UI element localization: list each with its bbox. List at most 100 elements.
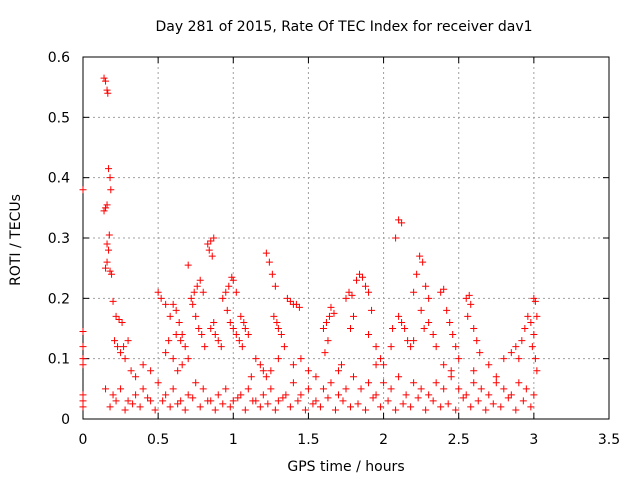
data-point (286, 403, 294, 411)
data-point (485, 391, 493, 399)
data-point (192, 312, 200, 320)
data-point (169, 355, 177, 363)
data-point (515, 355, 523, 363)
y-tick-label: 0.2 (48, 291, 70, 307)
data-point (455, 385, 463, 393)
data-point (444, 400, 452, 408)
data-point (292, 300, 300, 308)
data-point (79, 397, 87, 405)
data-point (105, 165, 113, 173)
data-point (372, 343, 380, 351)
data-point (190, 288, 198, 296)
data-point (217, 343, 225, 351)
data-point (348, 291, 356, 299)
data-point (204, 240, 212, 248)
y-tick-label: 0 (61, 412, 70, 428)
data-point (226, 403, 234, 411)
data-point (132, 391, 140, 399)
data-point (174, 367, 182, 375)
data-point (297, 391, 305, 399)
data-point (262, 373, 270, 381)
data-point (102, 204, 110, 212)
data-point (413, 270, 421, 278)
data-point (109, 391, 117, 399)
y-tick-label: 0.6 (48, 50, 70, 66)
data-point (533, 367, 541, 375)
data-point (380, 379, 388, 387)
data-point (189, 394, 197, 402)
plot-frame (82, 56, 610, 420)
data-point (294, 397, 302, 405)
data-point (79, 361, 87, 369)
data-point (154, 288, 162, 296)
data-point (425, 318, 433, 326)
data-point (103, 240, 111, 248)
data-point (345, 288, 353, 296)
data-point (512, 343, 520, 351)
data-point (192, 379, 200, 387)
data-point (102, 264, 110, 272)
data-point (327, 303, 335, 311)
data-point (229, 397, 237, 405)
data-point (462, 294, 470, 302)
data-point (459, 394, 467, 402)
data-point (354, 400, 362, 408)
data-point (407, 343, 415, 351)
data-point (304, 385, 312, 393)
data-point (319, 325, 327, 332)
data-point (210, 318, 218, 326)
data-point (184, 391, 192, 399)
data-point (181, 406, 189, 414)
data-point (347, 325, 355, 332)
data-point (166, 312, 174, 320)
data-point (103, 86, 111, 94)
data-point (127, 367, 135, 375)
data-point (241, 406, 249, 414)
data-point (259, 367, 267, 375)
data-point (330, 309, 338, 317)
data-point (309, 400, 317, 408)
data-point (301, 406, 309, 414)
data-point (319, 385, 327, 393)
data-point (132, 373, 140, 381)
data-point (109, 297, 117, 305)
data-point (207, 325, 215, 332)
data-point (515, 379, 523, 387)
data-point (151, 406, 159, 414)
data-point (425, 294, 433, 302)
data-point (247, 373, 255, 381)
data-point (392, 406, 400, 414)
data-point (465, 291, 473, 299)
data-point (452, 343, 460, 351)
data-point (107, 186, 115, 194)
data-point (274, 325, 282, 332)
data-point (395, 373, 403, 381)
data-point (214, 337, 222, 345)
data-point (425, 391, 433, 399)
data-point (270, 312, 278, 320)
data-point (398, 318, 406, 326)
data-point (353, 276, 361, 284)
data-point (530, 391, 538, 399)
data-point (174, 400, 182, 408)
data-point (489, 400, 497, 408)
data-point (470, 379, 478, 387)
data-point (531, 355, 539, 363)
data-point (530, 331, 538, 339)
data-point (482, 406, 490, 414)
data-point (416, 252, 424, 260)
data-point (273, 318, 281, 326)
data-point (429, 331, 437, 339)
y-tick-label: 0.3 (48, 231, 70, 247)
data-point (277, 331, 285, 339)
data-point (189, 300, 197, 308)
data-point (289, 361, 297, 369)
data-point (207, 237, 215, 245)
data-point (289, 379, 297, 387)
data-point (154, 379, 162, 387)
data-point (337, 361, 345, 369)
data-point (447, 367, 455, 375)
data-point (432, 343, 440, 351)
data-point (365, 331, 373, 339)
